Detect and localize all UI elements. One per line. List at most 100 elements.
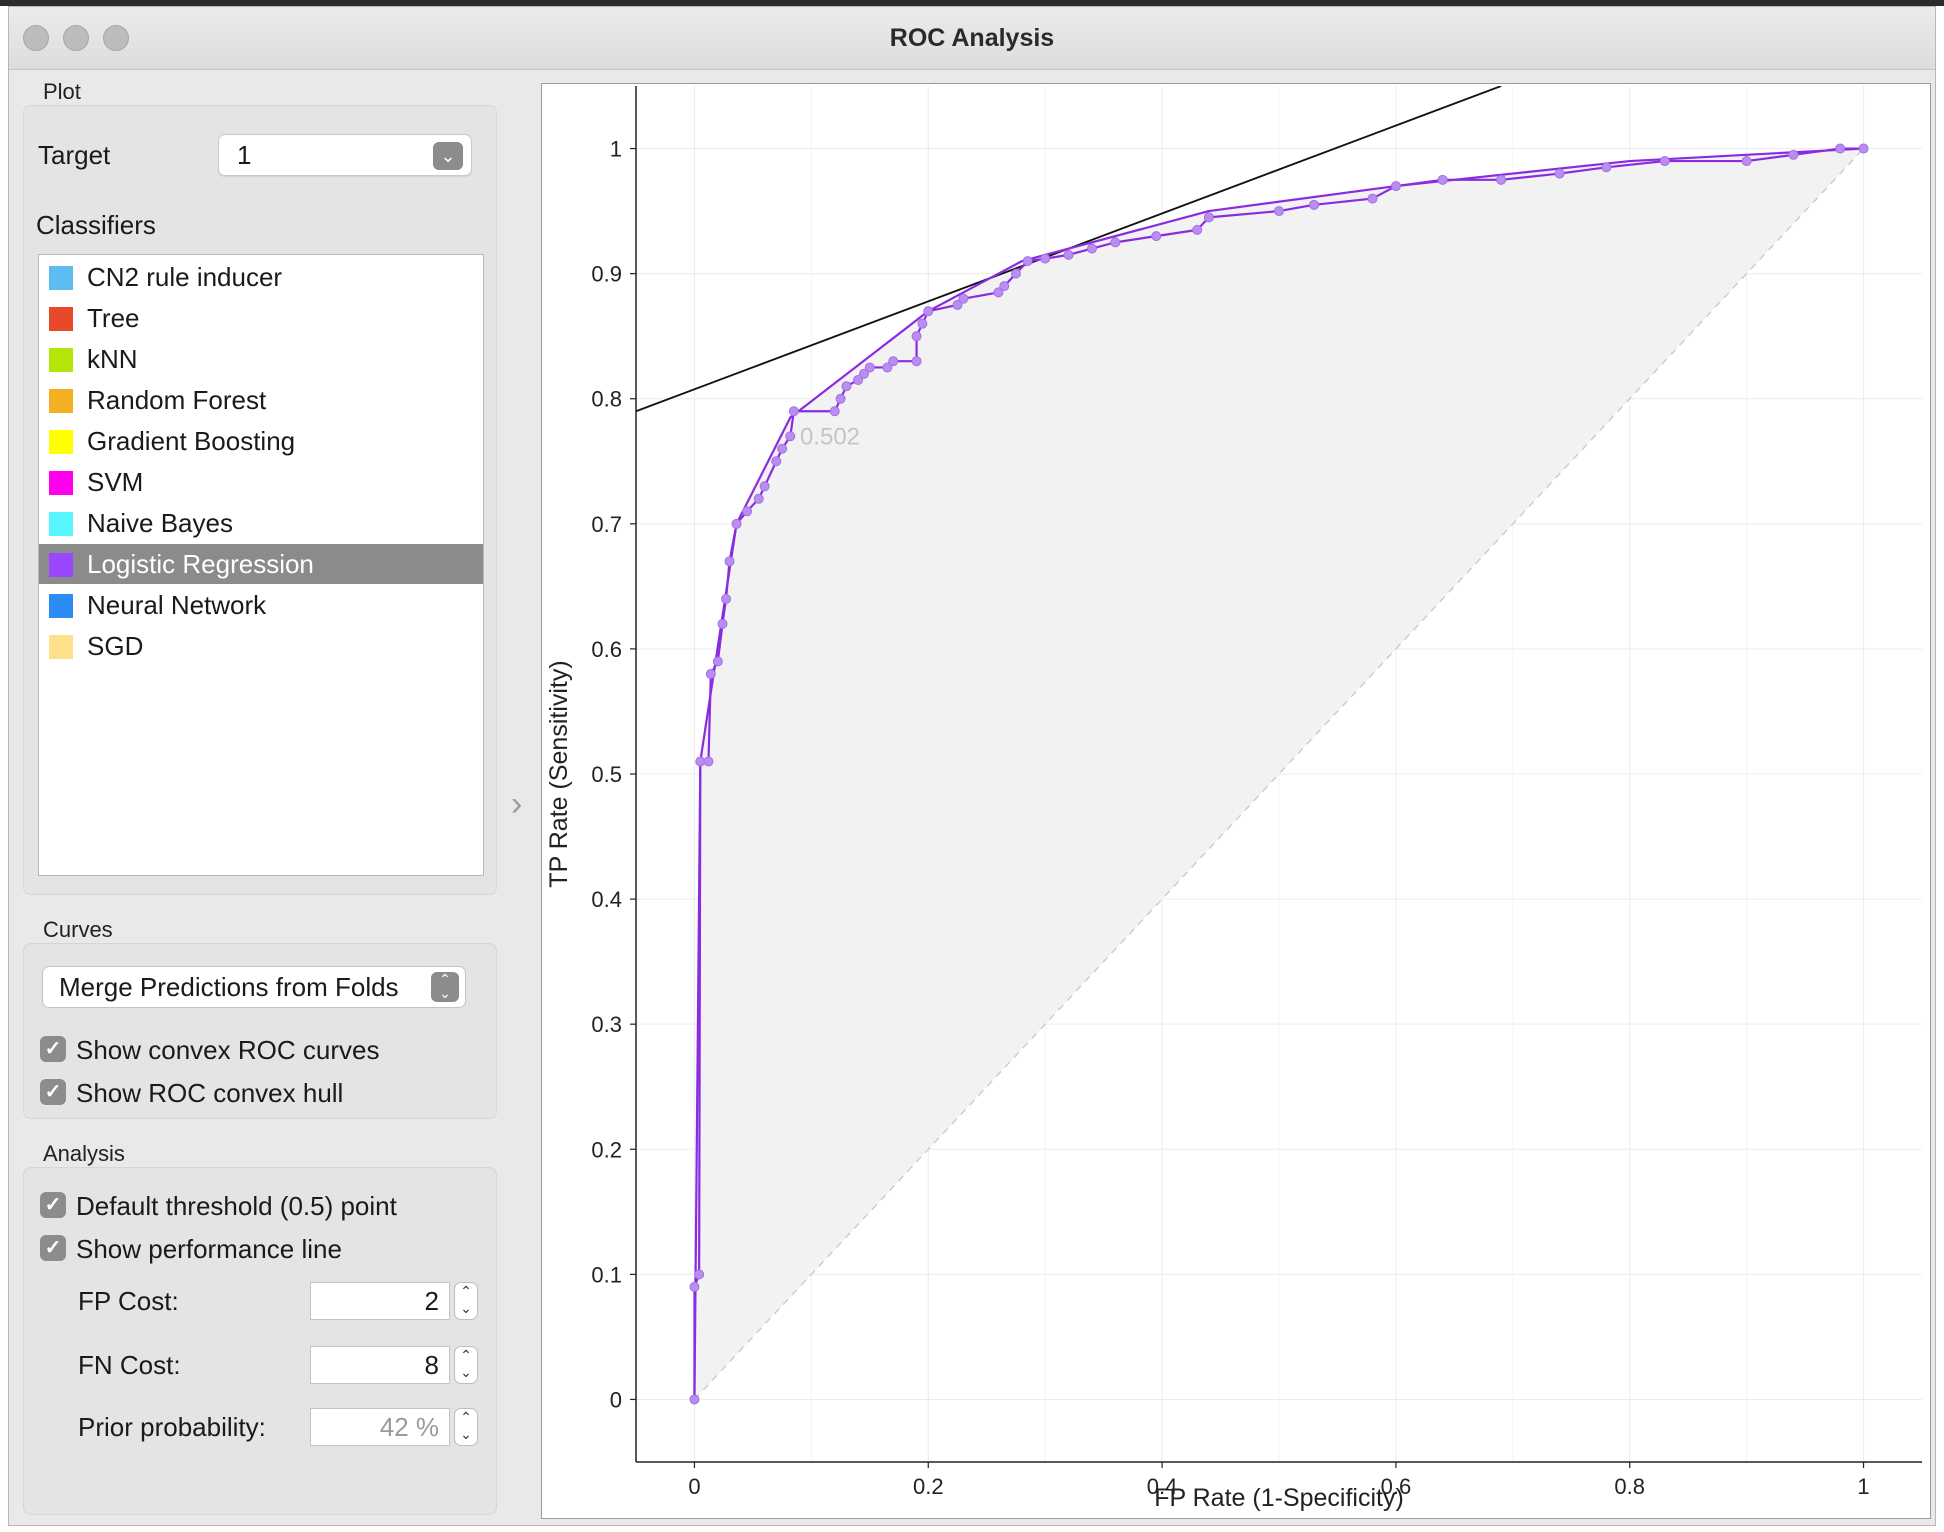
x-tick-label: 0.2 — [913, 1474, 944, 1499]
target-select[interactable]: 1 ⌄ — [218, 134, 472, 176]
curves-section-label: Curves — [43, 917, 113, 942]
roc-plot-area[interactable]: 0.502 0 0.2 0.4 0.6 0.8 1 0 0.1 0.2 0.3 0.4 0.5 0.6 0.… — [541, 83, 1931, 1519]
classifier-item[interactable]: kNN — [39, 339, 483, 379]
classifier-color-swatch — [49, 266, 73, 290]
roc-point — [717, 618, 728, 629]
classifier-item[interactable]: SGD — [39, 626, 483, 666]
y-tick-label: 0.5 — [591, 762, 622, 787]
y-tick-label: 1 — [610, 137, 622, 162]
classifier-item[interactable]: CN2 rule inducer — [39, 257, 483, 297]
roc-point — [1010, 268, 1021, 279]
classifier-label: Naive Bayes — [87, 508, 233, 538]
roc-analysis-window: ROC Analysis Plot Target 1 ⌄ Classifiers… — [8, 6, 1936, 1526]
checkmark-icon: ✓ — [40, 1235, 66, 1261]
roc-point — [1151, 231, 1162, 242]
y-tick-label: 0.3 — [591, 1012, 622, 1037]
checkmark-icon: ✓ — [40, 1036, 66, 1062]
roc-point — [1110, 237, 1121, 248]
roc-point — [695, 756, 706, 767]
analysis-section-label: Analysis — [43, 1141, 125, 1166]
classifiers-label: Classifiers — [36, 210, 156, 240]
roc-point — [742, 506, 753, 517]
zoom-window-button[interactable] — [103, 25, 129, 51]
fn-cost-input[interactable]: 8 — [310, 1346, 450, 1384]
show-convex-curves-label: Show convex ROC curves — [76, 1035, 380, 1065]
roc-point — [1858, 143, 1869, 154]
roc-point — [777, 443, 788, 454]
close-window-button[interactable] — [23, 25, 49, 51]
classifier-item[interactable]: Tree — [39, 298, 483, 338]
stepper-arrows-icon[interactable]: ⌃ ⌄ — [454, 1408, 478, 1446]
roc-point — [1390, 181, 1401, 192]
default-threshold-label: Default threshold (0.5) point — [76, 1191, 397, 1221]
roc-point — [689, 1281, 700, 1292]
convex-hull-area — [694, 148, 1864, 1400]
y-axis-label: TP Rate (Sensitivity) — [545, 660, 573, 887]
roc-point — [753, 493, 764, 504]
roc-point — [911, 331, 922, 342]
roc-point — [923, 306, 934, 317]
classifier-label: Neural Network — [87, 590, 267, 620]
show-performance-line-label: Show performance line — [76, 1234, 342, 1264]
roc-point — [724, 556, 735, 567]
plot-section-label: Plot — [43, 79, 81, 104]
roc-point — [917, 318, 928, 329]
y-tick-label: 0.4 — [591, 887, 622, 912]
analysis-group: ✓ Default threshold (0.5) point ✓ Show p… — [23, 1167, 497, 1515]
classifier-item[interactable]: Naive Bayes — [39, 503, 483, 543]
classifier-label: SVM — [87, 467, 144, 497]
roc-point — [1309, 199, 1320, 210]
roc-point — [1659, 156, 1670, 167]
roc-point — [1086, 243, 1097, 254]
classifier-item[interactable]: Gradient Boosting — [39, 421, 483, 461]
classifier-color-swatch — [49, 307, 73, 331]
x-tick-label: 0.8 — [1614, 1474, 1645, 1499]
stepper-arrows-icon[interactable]: ⌃ ⌄ — [454, 1346, 478, 1384]
merge-predictions-select[interactable]: Merge Predictions from Folds ⌃ ⌄ — [42, 966, 466, 1008]
y-tick-label: 0.2 — [591, 1137, 622, 1162]
x-axis-label: FP Rate (1-Specificity) — [1154, 1484, 1404, 1512]
fp-cost-input[interactable]: 2 — [310, 1282, 450, 1320]
checkmark-icon: ✓ — [40, 1192, 66, 1218]
y-tick-label: 0.6 — [591, 637, 622, 662]
classifier-label: Gradient Boosting — [87, 426, 296, 456]
x-tick-label: 1 — [1857, 1474, 1869, 1499]
roc-point — [1601, 162, 1612, 173]
prior-probability-input[interactable]: 42 % — [310, 1408, 450, 1446]
classifier-item[interactable]: Random Forest — [39, 380, 483, 420]
classifiers-list[interactable]: CN2 rule inducer Tree kNN Random Forest Grad… — [38, 254, 484, 876]
roc-point — [1367, 193, 1378, 204]
roc-point — [705, 668, 716, 679]
roc-point — [1040, 253, 1051, 264]
classifier-item[interactable]: Logistic Regression — [39, 544, 483, 584]
up-down-chevron-icon: ⌃ ⌄ — [431, 972, 459, 1002]
threshold-label: 0.502 — [800, 423, 860, 450]
classifier-color-swatch — [49, 512, 73, 536]
roc-point — [888, 356, 899, 367]
fp-cost-label: FP Cost: — [78, 1286, 179, 1316]
roc-point — [1788, 149, 1799, 160]
roc-point — [1022, 256, 1033, 267]
roc-point — [721, 593, 732, 604]
roc-point — [1554, 168, 1565, 179]
roc-point — [759, 481, 770, 492]
classifier-label: CN2 rule inducer — [87, 262, 283, 292]
roc-point — [788, 406, 799, 417]
roc-point — [785, 431, 796, 442]
stepper-arrows-icon[interactable]: ⌃ ⌄ — [454, 1282, 478, 1320]
classifier-item[interactable]: SVM — [39, 462, 483, 502]
roc-point — [1063, 249, 1074, 260]
classifier-item[interactable]: Neural Network — [39, 585, 483, 625]
roc-chart: 0.502 0 0.2 0.4 0.6 0.8 1 0 0.1 0.2 0.3 0.4 0.5 0.6 0.… — [545, 86, 1922, 1512]
collapse-sidebar-chevron-icon[interactable]: › — [511, 785, 523, 823]
minimize-window-button[interactable] — [63, 25, 89, 51]
classifier-label: Tree — [87, 303, 140, 333]
y-tick-label: 0.8 — [591, 387, 622, 412]
chevron-down-icon: ⌄ — [433, 142, 463, 170]
prior-probability-label: Prior probability: — [78, 1412, 266, 1442]
y-tick-label: 0.1 — [591, 1262, 622, 1287]
merge-predictions-value: Merge Predictions from Folds — [59, 972, 399, 1002]
x-tick-label: 0 — [688, 1474, 700, 1499]
roc-point — [731, 518, 742, 529]
roc-point — [911, 356, 922, 367]
